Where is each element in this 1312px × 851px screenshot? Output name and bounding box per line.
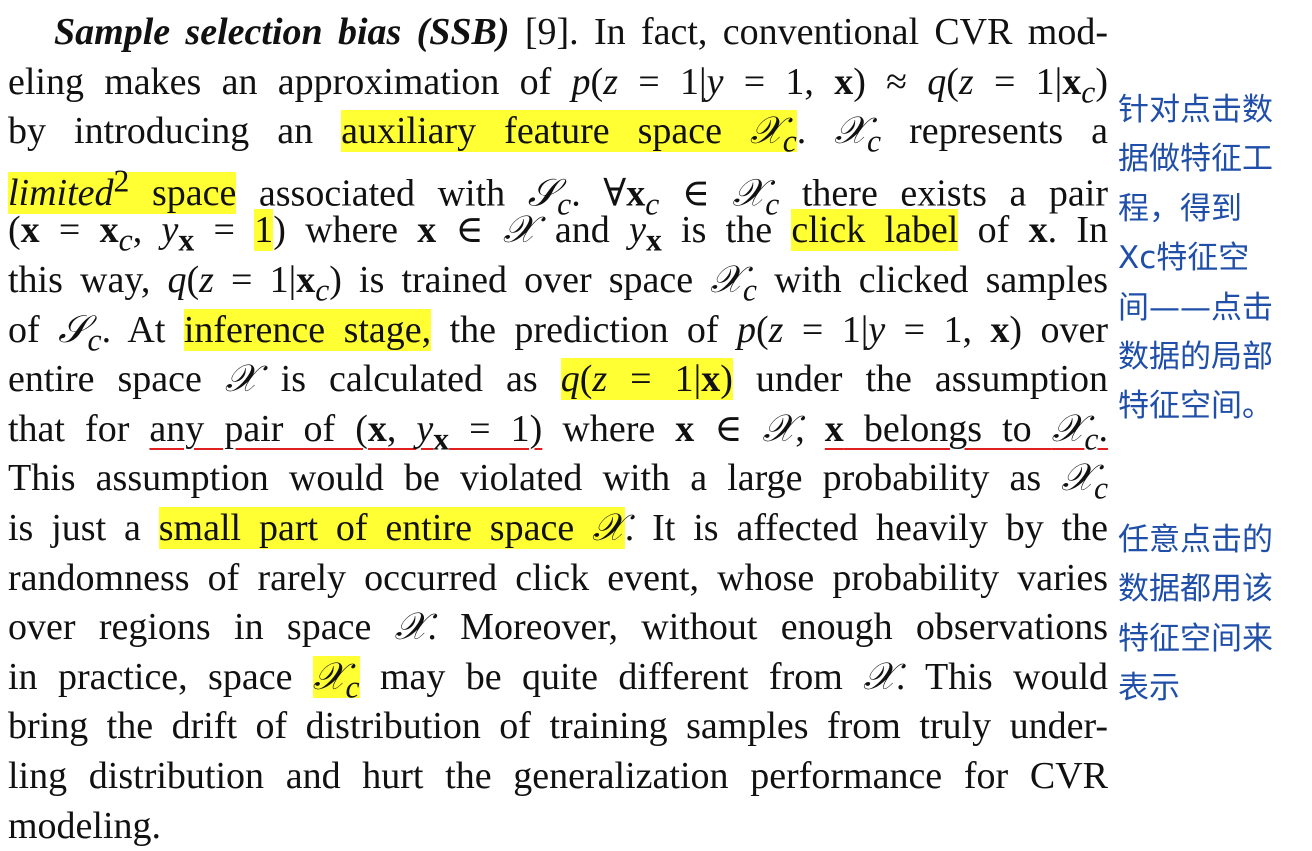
paragraph-line: that for any pair of (x, yx = 1) where x… [8, 405, 1108, 455]
annotation-line: 据做特征工 [1118, 135, 1308, 184]
highlight: 1 [254, 209, 273, 251]
paragraph-line: randomness of rarely occurred click even… [8, 554, 1108, 604]
annotation-line: 特征空间。 [1118, 382, 1308, 431]
paragraph-line: ling distribution and hurt the generaliz… [8, 752, 1108, 802]
paragraph-line: entire space 𝒳 is calculated as q(z = 1|… [8, 355, 1108, 405]
paragraph-line: of 𝒮c. At inference stage, the predictio… [8, 306, 1108, 356]
paragraph-line: this way, q(z = 1|xc) is trained over sp… [8, 256, 1108, 306]
margin-annotation: 针对点击数 据做特征工 程，得到 Xc特征空 间——点击 数据的局部 特征空间。 [1118, 86, 1308, 432]
highlight: auxiliary feature space 𝒳c [341, 110, 797, 152]
paragraph-line: This assumption would be violated with a… [8, 454, 1108, 504]
paragraph-line: modeling. [8, 802, 1108, 851]
annotation-line: 程，得到 [1118, 185, 1308, 234]
highlight: click label [791, 209, 958, 251]
annotation-line: 任意点击的 [1118, 516, 1308, 565]
paragraph-line: by introducing an auxiliary feature spac… [8, 107, 1108, 157]
highlight: q(z = 1|x) [561, 358, 733, 400]
annotation-line: 数据都用该 [1118, 565, 1308, 614]
annotation-line: Xc特征空 [1118, 234, 1308, 283]
paragraph-line: Sample selection bias (SSB) [9]. In fact… [8, 8, 1108, 58]
margin-annotation: 任意点击的 数据都用该 特征空间来 表示 [1118, 516, 1308, 714]
annotation-line: 针对点击数 [1118, 86, 1308, 135]
paragraph-line: eling makes an approximation of p(z = 1|… [8, 58, 1108, 108]
annotation-line: 特征空间来 [1118, 615, 1308, 664]
highlight: small part of entire space 𝒳 [159, 507, 625, 549]
annotation-line: 数据的局部 [1118, 333, 1308, 382]
highlight: 𝒳c [313, 656, 360, 698]
paragraph-line: is just a small part of entire space 𝒳. … [8, 504, 1108, 554]
paragraph-line: bring the drift of distribution of train… [8, 702, 1108, 752]
red-underline: any pair of (x, yx = 1) [149, 408, 542, 450]
paragraph-line: (x = xc, yx = 1) where x ∈ 𝒳 and yx is t… [8, 206, 1108, 256]
annotation-line: 表示 [1118, 664, 1308, 713]
highlight: inference stage, [184, 309, 431, 351]
paragraph-line: over regions in space 𝒳. Moreover, witho… [8, 603, 1108, 653]
annotation-line: 间——点击 [1118, 284, 1308, 333]
paragraph-line: limited2 space associated with 𝒮c. ∀xc ∈… [8, 157, 1108, 207]
paragraph-line: in practice, space 𝒳c may be quite diffe… [8, 653, 1108, 703]
red-underline: x belongs to 𝒳c. [825, 408, 1108, 450]
body-paragraph: Sample selection bias (SSB) [9]. In fact… [8, 8, 1108, 851]
